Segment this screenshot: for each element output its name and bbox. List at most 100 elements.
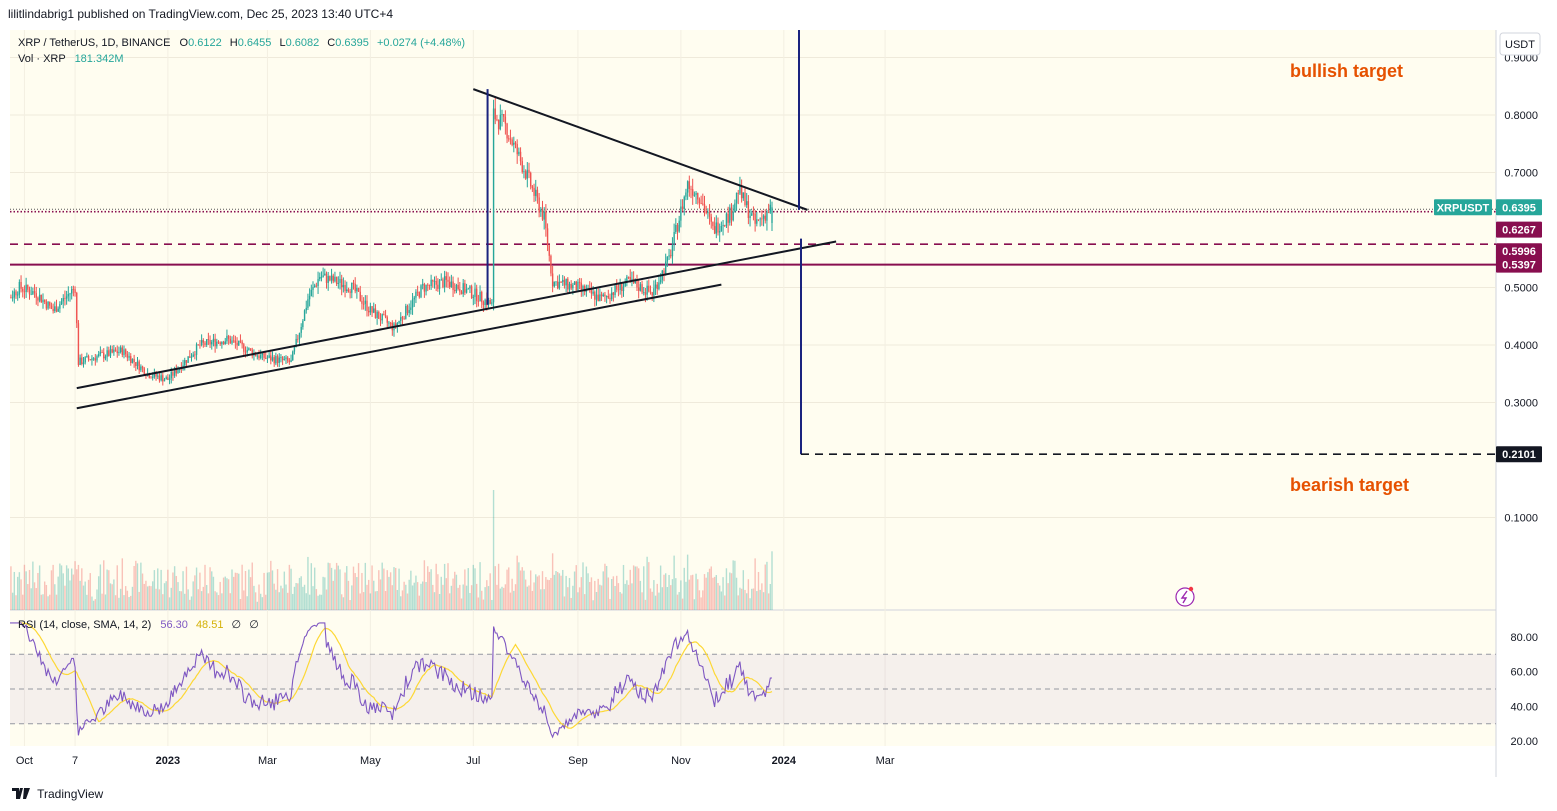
- chart-frame[interactable]: 0.9000 0.8000 0.7000 0.5000 0.4000 0.3000 0.10…: [0, 0, 1548, 777]
- volume-bar: [646, 556, 648, 610]
- candle-body: [688, 181, 691, 189]
- candle-body: [219, 342, 221, 345]
- price-chart[interactable]: 0.90000.80000.70000.50000.40000.30000.10…: [0, 0, 1548, 777]
- candle-body: [531, 186, 534, 188]
- volume-bar: [759, 589, 761, 610]
- volume-bar: [50, 570, 53, 610]
- volume-bar: [548, 580, 550, 610]
- volume-bar: [118, 597, 120, 610]
- volume-bar: [587, 573, 589, 610]
- candle-body: [209, 340, 211, 345]
- volume-bar: [113, 579, 115, 610]
- candle-body: [634, 280, 637, 283]
- candle-body: [325, 273, 328, 283]
- volume-bar: [644, 599, 647, 610]
- candle-body: [727, 213, 729, 223]
- volume-bar: [691, 574, 694, 610]
- candle-body: [388, 322, 390, 324]
- volume-bar: [654, 595, 657, 610]
- candle-body: [592, 291, 594, 294]
- volume-bar: [344, 572, 346, 610]
- candle-body: [212, 338, 215, 342]
- volume-bar: [18, 572, 21, 610]
- candle-body: [735, 192, 738, 204]
- snapshot-icon[interactable]: [1175, 586, 1195, 607]
- candle-body: [281, 357, 284, 361]
- candle-body: [427, 284, 429, 286]
- volume-bar: [184, 593, 186, 610]
- volume-bar: [57, 576, 59, 610]
- candle-body: [438, 280, 441, 289]
- volume-bar: [378, 570, 380, 610]
- volume-bar: [359, 593, 361, 610]
- volume-bar: [418, 595, 421, 610]
- candle-body: [621, 282, 623, 292]
- candle-body: [302, 320, 304, 328]
- volume-bar: [234, 572, 237, 610]
- candle-body: [745, 201, 748, 205]
- volume-bar: [246, 596, 248, 610]
- volume-bar: [295, 583, 297, 610]
- candle-body: [256, 355, 259, 357]
- close-value: 0.6395: [335, 37, 369, 49]
- currency-button[interactable]: USDT: [1499, 32, 1541, 56]
- candle-body: [153, 372, 156, 377]
- candle-body: [43, 299, 46, 302]
- candle-body: [675, 224, 677, 233]
- candle-body: [13, 291, 16, 298]
- candle-body: [292, 351, 294, 361]
- candle-body: [724, 224, 726, 226]
- candle-body: [703, 204, 706, 212]
- candle-body: [607, 296, 610, 298]
- candle-body: [226, 335, 228, 342]
- candle-body: [545, 211, 547, 229]
- volume-bar: [502, 587, 505, 610]
- candle-body: [405, 305, 407, 319]
- volume-bar: [408, 579, 410, 610]
- volume-bar: [546, 579, 549, 610]
- volume-bar: [366, 584, 368, 610]
- symbol-price-tag: XRPUSDT: [1437, 202, 1490, 214]
- volume-bar: [244, 570, 247, 610]
- candle-body: [72, 289, 75, 291]
- volume-bar: [438, 593, 441, 610]
- main-pane-bg: [10, 30, 1496, 610]
- candle-body: [556, 281, 559, 289]
- volume-bar: [427, 566, 429, 610]
- volume-bar: [435, 563, 437, 610]
- volume-bar: [506, 569, 508, 610]
- volume-bar: [388, 576, 390, 610]
- candle-body: [340, 278, 343, 288]
- volume-bar: [695, 573, 697, 610]
- trend-drawings[interactable]: [76, 0, 1496, 455]
- candle-body: [74, 289, 76, 293]
- volume-bar: [442, 584, 444, 610]
- volume-bar: [767, 593, 770, 610]
- candle-body: [261, 352, 264, 356]
- candle-body: [373, 308, 375, 313]
- volume-bar: [690, 575, 692, 610]
- volume-bar: [504, 584, 507, 610]
- volume-label: Vol · XRP: [18, 53, 66, 65]
- candle-body: [420, 285, 422, 298]
- candle-body: [523, 171, 525, 172]
- volume-bar: [553, 574, 556, 610]
- volume-bar: [643, 566, 645, 610]
- candle-body: [681, 206, 684, 209]
- volume-bar: [340, 594, 343, 610]
- volume-bar: [356, 577, 358, 610]
- volume-bar: [194, 575, 196, 610]
- volume-bar: [298, 577, 301, 610]
- candle-body: [428, 285, 431, 287]
- candle-body: [594, 291, 596, 300]
- volume-bar: [148, 585, 151, 610]
- candle-body: [725, 213, 728, 226]
- volume-bar: [577, 592, 579, 610]
- volume-bar: [364, 562, 367, 610]
- volume-bar: [393, 567, 395, 610]
- candle-body: [288, 360, 291, 363]
- volume-bar: [305, 593, 307, 610]
- volume-bar: [543, 589, 545, 610]
- candle-body: [683, 196, 685, 209]
- candle-body: [347, 289, 350, 292]
